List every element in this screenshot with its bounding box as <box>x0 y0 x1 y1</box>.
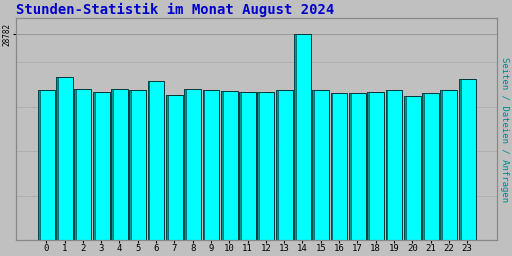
Bar <box>93 92 95 240</box>
Bar <box>166 95 168 240</box>
Bar <box>294 34 311 240</box>
Bar <box>221 91 223 240</box>
Bar <box>111 89 113 240</box>
Bar <box>130 90 131 240</box>
Bar <box>440 90 457 240</box>
Bar <box>203 90 219 240</box>
Bar <box>331 93 332 240</box>
Bar <box>459 79 461 240</box>
Bar <box>258 92 274 240</box>
Bar <box>349 93 366 240</box>
Bar <box>294 34 296 240</box>
Text: Stunden-Statistik im Monat August 2024: Stunden-Statistik im Monat August 2024 <box>16 3 334 17</box>
Bar <box>184 89 201 240</box>
Bar <box>74 89 91 240</box>
Bar <box>404 96 406 240</box>
Bar <box>422 93 439 240</box>
Bar <box>404 96 421 240</box>
Bar <box>221 91 238 240</box>
Bar <box>56 77 58 240</box>
Bar <box>130 90 146 240</box>
Bar <box>386 90 388 240</box>
Bar <box>184 89 186 240</box>
Bar <box>147 81 150 240</box>
Bar <box>239 92 241 240</box>
Bar <box>459 79 476 240</box>
Bar <box>111 89 128 240</box>
Bar <box>367 92 384 240</box>
Bar <box>38 90 39 240</box>
Bar <box>239 92 256 240</box>
Bar <box>349 93 351 240</box>
Bar <box>166 95 183 240</box>
Bar <box>312 90 314 240</box>
Bar <box>147 81 164 240</box>
Bar <box>203 90 204 240</box>
Bar <box>276 90 278 240</box>
Bar <box>38 90 55 240</box>
Bar <box>386 90 402 240</box>
Y-axis label: Seiten / Dateien / Anfragen: Seiten / Dateien / Anfragen <box>500 57 509 202</box>
Bar <box>440 90 442 240</box>
Bar <box>422 93 424 240</box>
Bar <box>367 92 369 240</box>
Bar <box>93 92 110 240</box>
Bar <box>258 92 259 240</box>
Bar <box>74 89 76 240</box>
Bar <box>56 77 73 240</box>
Bar <box>312 90 329 240</box>
Bar <box>276 90 292 240</box>
Bar <box>331 93 348 240</box>
